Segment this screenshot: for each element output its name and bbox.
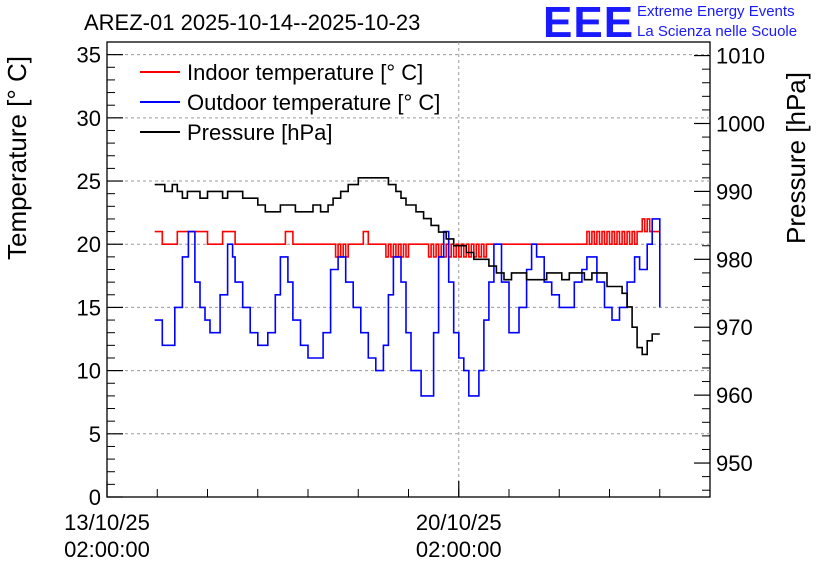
y2-tick-label: 960 [716,383,753,408]
y-tick-label: 15 [77,295,101,320]
org-subtitle: La Scienza nelle Scuole [637,23,798,40]
x-tick-label-date: 20/10/25 [416,510,502,535]
y-tick-label: 30 [77,106,101,131]
chart-title: AREZ-01 2025-10-14--2025-10-23 [84,10,421,35]
series-group [154,177,661,397]
right-axis-ticks: 950 960 970 980 990 1000 1010 [694,41,765,491]
org-name: Extreme Energy Events [637,3,795,20]
y-tick-label: 10 [77,359,101,384]
legend: Indoor temperature [° C] Outdoor temperat… [140,60,440,145]
y2-tick-label: 1010 [716,44,765,69]
legend-indoor-label: Indoor temperature [° C] [187,60,423,85]
indoor-temperature-line [154,218,660,258]
y2-tick-label: 990 [716,179,753,204]
y-tick-label: 5 [89,422,101,447]
x-tick-label-time: 02:00:00 [416,537,502,562]
y2-tick-label: 1000 [716,111,765,136]
y2-tick-label: 980 [716,247,753,272]
legend-pressure-label: Pressure [hPa] [187,120,333,145]
y-tick-label: 20 [77,232,101,257]
x-tick-label-date: 13/10/25 [64,510,150,535]
pressure-line [154,177,660,356]
y-tick-label: 0 [89,485,101,510]
legend-outdoor-label: Outdoor temperature [° C] [187,90,440,115]
y2-tick-label: 970 [716,315,753,340]
y2-tick-label: 950 [716,451,753,476]
y-tick-label: 35 [77,43,101,68]
x-tick-label-time: 02:00:00 [64,537,150,562]
left-axis-ticks: 0 5 10 15 20 25 30 35 [77,41,123,510]
y-axis-label: Temperature [° C] [2,56,32,260]
y2-axis-label: Pressure [hPa] [781,72,811,244]
eee-logo: EEE [543,0,635,47]
outdoor-temperature-line [154,218,661,397]
y-tick-label: 25 [77,169,101,194]
